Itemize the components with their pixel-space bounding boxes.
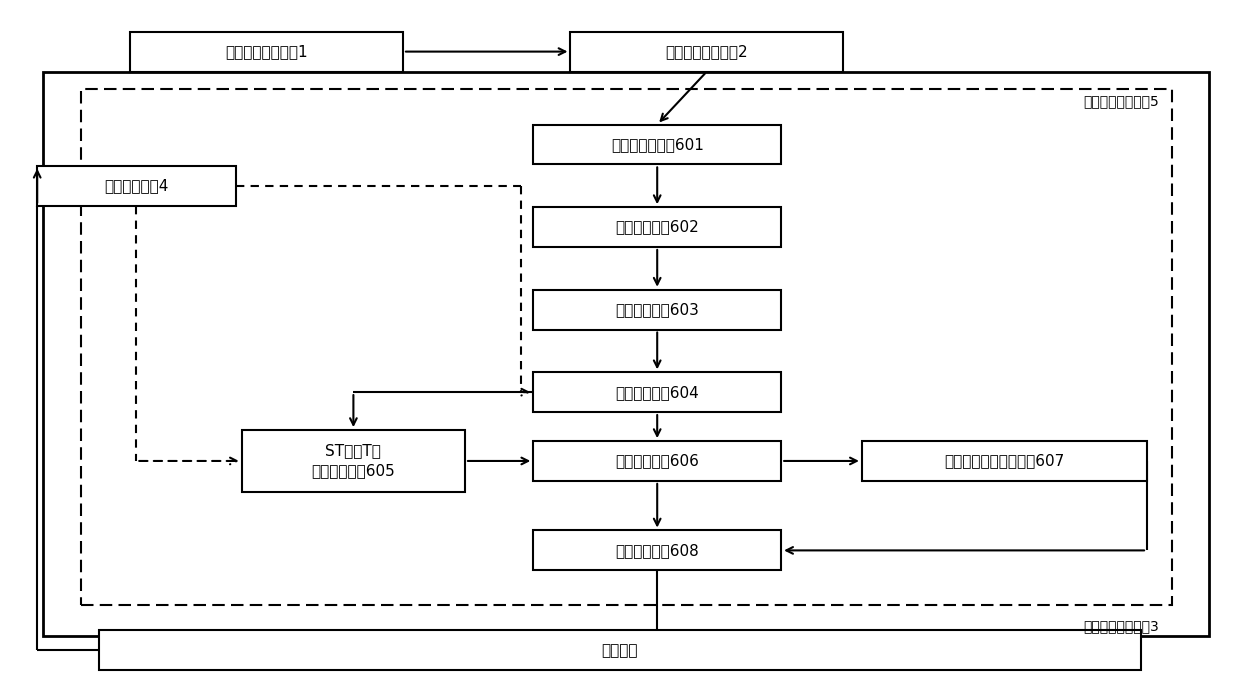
- Bar: [533, 530, 781, 570]
- Bar: [533, 372, 781, 412]
- Bar: [130, 32, 403, 72]
- Text: 数据预处理模块601: 数据预处理模块601: [611, 137, 703, 152]
- Text: 数据存储传输装置2: 数据存储传输装置2: [666, 44, 748, 59]
- Text: 静态心电监测设备1: 静态心电监测设备1: [226, 44, 308, 59]
- Text: 心搏审核模块606: 心搏审核模块606: [615, 453, 699, 469]
- Text: 测量分析模块608: 测量分析模块608: [615, 543, 699, 558]
- Bar: [99, 630, 1141, 670]
- Text: 修正反馈: 修正反馈: [601, 643, 639, 658]
- Bar: [533, 290, 781, 330]
- Text: 分析系统执行模块5: 分析系统执行模块5: [1084, 94, 1159, 108]
- Text: 分析系统硬件模块3: 分析系统硬件模块3: [1084, 619, 1159, 633]
- Bar: [242, 430, 465, 492]
- Bar: [37, 166, 236, 206]
- Text: ST段和T波
改变定位模块605: ST段和T波 改变定位模块605: [311, 444, 396, 478]
- Text: 模型训练模块4: 模型训练模块4: [104, 178, 169, 193]
- Bar: [862, 441, 1147, 481]
- Bar: [43, 72, 1209, 636]
- Text: 心搏合并模块603: 心搏合并模块603: [615, 302, 699, 317]
- Bar: [81, 89, 1172, 605]
- Bar: [570, 32, 843, 72]
- Bar: [533, 441, 781, 481]
- Bar: [533, 207, 781, 247]
- Text: 心搏分类模块604: 心搏分类模块604: [615, 385, 699, 400]
- Bar: [533, 125, 781, 164]
- Text: 心搏波形特征检测模块607: 心搏波形特征检测模块607: [945, 453, 1064, 469]
- Text: 心搏检测模块602: 心搏检测模块602: [615, 219, 699, 235]
